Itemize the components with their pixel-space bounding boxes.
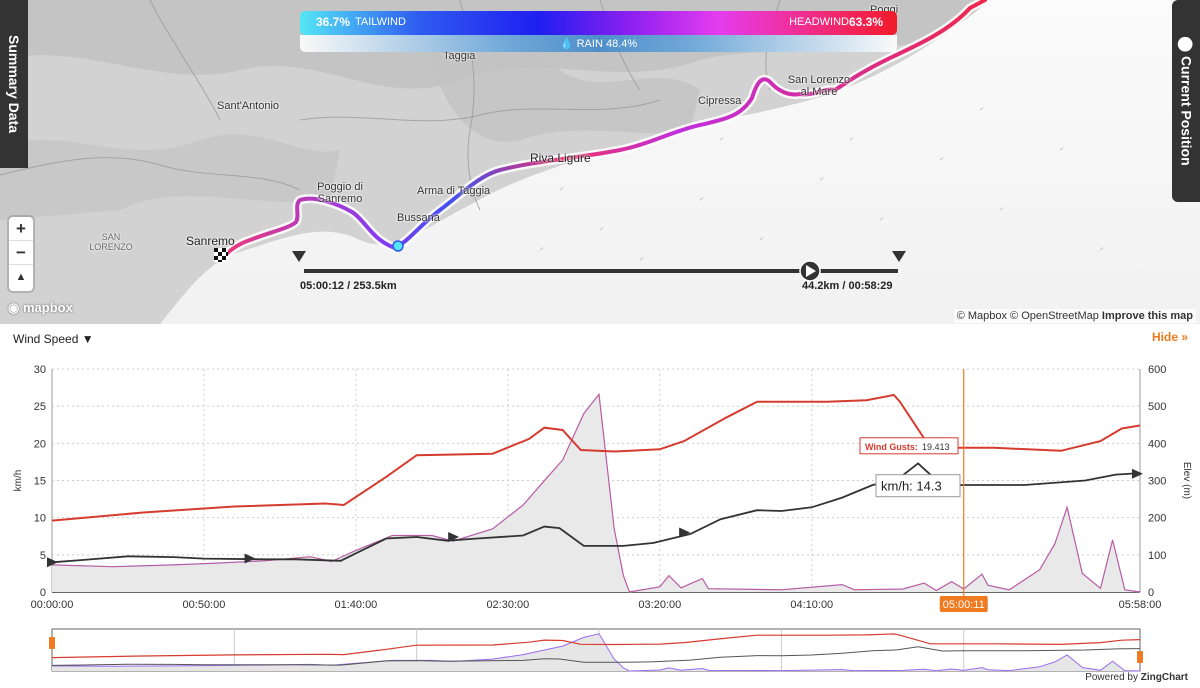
y-left-tick-label: 10: [34, 513, 46, 525]
x-tick-label: 03:20:00: [638, 599, 681, 611]
place-riva-ligure: Riva Ligure: [530, 151, 591, 165]
tailwind-label: TAILWIND: [355, 16, 406, 28]
chart-header: Wind Speed ▼ Hide »: [0, 324, 1200, 352]
rain-label: RAIN 48.4%: [576, 38, 638, 50]
route-map[interactable]: Taggia Sant'Antonio Poggio di Sanremo Ar…: [0, 0, 1200, 324]
y-right-tick-label: 600: [1148, 364, 1166, 376]
y-right-tick-label: 300: [1148, 476, 1166, 488]
timeline-left-label: 05:00:12 / 253.5km: [300, 280, 397, 292]
place-bussana: Bussana: [397, 212, 440, 224]
wind-gust-line: [51, 393, 1141, 522]
x-tick-label: 02:30:00: [486, 599, 529, 611]
droplet-icon: 💧: [559, 38, 574, 50]
place-sanremo: Sanremo: [186, 234, 235, 248]
mapbox-logo[interactable]: ◉ mapbox: [8, 300, 73, 315]
timeline-start-handle[interactable]: [292, 251, 306, 262]
wind-direction-arrow-icon: [1131, 468, 1143, 479]
y-left-tick-label: 20: [34, 438, 46, 450]
map-attribution: © Mapbox © OpenStreetMap Improve this ma…: [953, 309, 1196, 323]
place-poggio-di-sanremo: Poggio di Sanremo: [317, 181, 363, 205]
circle-icon: ⬤: [1178, 36, 1195, 53]
improve-map-link[interactable]: Improve this map: [1101, 310, 1193, 322]
route-marker[interactable]: [392, 240, 404, 252]
y-right-tick-label: 400: [1148, 438, 1166, 450]
y-left-tick-label: 30: [34, 364, 46, 376]
elevation-area: [52, 394, 1140, 592]
zoom-control: + − ▲: [9, 217, 33, 291]
y-right-axis-label: Elev (m): [1181, 462, 1192, 499]
x-tick-label: 04:10:00: [790, 599, 833, 611]
compass-button[interactable]: ▲: [15, 271, 27, 283]
overview-speed-line: [51, 646, 1141, 666]
headwind-percent: 63.3%: [848, 15, 883, 29]
place-cipressa: Cipressa: [698, 95, 742, 107]
tailwind-percent: 36.7%: [316, 15, 351, 29]
route-line[interactable]: [220, 0, 987, 260]
wind-direction-arrow-icon: [679, 527, 691, 538]
y-right-tick-label: 500: [1148, 401, 1166, 413]
metric-select[interactable]: Wind Speed ▼: [13, 332, 94, 346]
y-left-axis-label: km/h: [13, 470, 24, 492]
y-left-tick-label: 25: [34, 401, 46, 413]
chart-overview[interactable]: [49, 628, 1143, 672]
elevation-line-tint: [51, 393, 1141, 593]
place-san-lorenzo-area: SAN LORENZO: [89, 232, 133, 252]
speed-tooltip-box: [875, 474, 961, 498]
current-position-tab[interactable]: ⬤ Current Position: [1172, 0, 1200, 202]
powered-by[interactable]: Powered by ZingChart: [1085, 672, 1188, 683]
headwind-label: HEADWIND: [789, 16, 849, 28]
y-left-tick-label: 15: [34, 476, 46, 488]
play-icon[interactable]: [799, 260, 821, 282]
attribution-text[interactable]: © Mapbox © OpenStreetMap: [956, 310, 1099, 322]
y-right-tick-label: 200: [1148, 513, 1166, 525]
zoom-in-button[interactable]: +: [9, 217, 33, 241]
hide-chart-button[interactable]: Hide »: [1151, 330, 1188, 344]
x-tick-label: 05:58:00: [1119, 599, 1162, 611]
cursor-time-label: 05:00:11: [943, 599, 985, 611]
y-left-tick-label: 0: [40, 587, 46, 599]
gust-tooltip-label: Wind Gusts:: [865, 442, 918, 452]
place-arma-di-taggia: Arma di Taggia: [417, 185, 491, 197]
speed-tooltip-text: km/h: 14.3: [881, 479, 942, 494]
x-tick-label: 00:50:00: [183, 599, 226, 611]
current-tab-label: Current Position: [1178, 55, 1195, 166]
map-canvas[interactable]: [0, 0, 1200, 324]
overview-right-handle: [1137, 651, 1143, 663]
x-tick-label: 01:40:00: [334, 599, 377, 611]
gust-tooltip-box: [859, 437, 959, 455]
rain-bar: 💧 RAIN 48.4%: [300, 35, 897, 52]
finish-flag-icon: [214, 248, 228, 262]
summary-data-tab[interactable]: Summary Data: [0, 0, 28, 168]
overview-left-handle: [49, 637, 55, 649]
summary-tab-label: Summary Data: [6, 34, 22, 134]
overview-gust-line: [51, 633, 1141, 659]
y-right-tick-label: 100: [1148, 550, 1166, 562]
cursor-time-badge: [939, 596, 988, 612]
wind-direction-arrow-icon: [448, 531, 460, 542]
place-sant-antonio: Sant'Antonio: [217, 100, 280, 112]
y-left-tick-label: 5: [40, 550, 46, 562]
timeline-end-handle[interactable]: [892, 251, 906, 262]
timeline-right-label: 44.2km / 00:58:29: [802, 280, 893, 292]
y-right-tick-label: 0: [1148, 587, 1154, 599]
overview-elevation-area: [52, 633, 1140, 671]
chart-series: [47, 392, 1143, 593]
zoom-out-button[interactable]: −: [9, 241, 33, 265]
wind-ratio-bar: 36.7% TAILWIND HEADWIND 63.3%: [300, 11, 897, 35]
gust-tooltip-value: 19.413: [922, 442, 950, 452]
place-taggia: Taggia: [443, 50, 476, 62]
wind-direction-arrow-icon: [47, 557, 58, 568]
wind-direction-arrow-icon: [244, 553, 256, 564]
chart-cursor: 05:00:11 Wind Gusts: 19.413 km/h: 14.3: [859, 369, 988, 612]
x-tick-label: 00:00:00: [31, 599, 74, 611]
place-san-lorenzo-al-mare: San Lorenzo al Mare: [787, 74, 851, 98]
